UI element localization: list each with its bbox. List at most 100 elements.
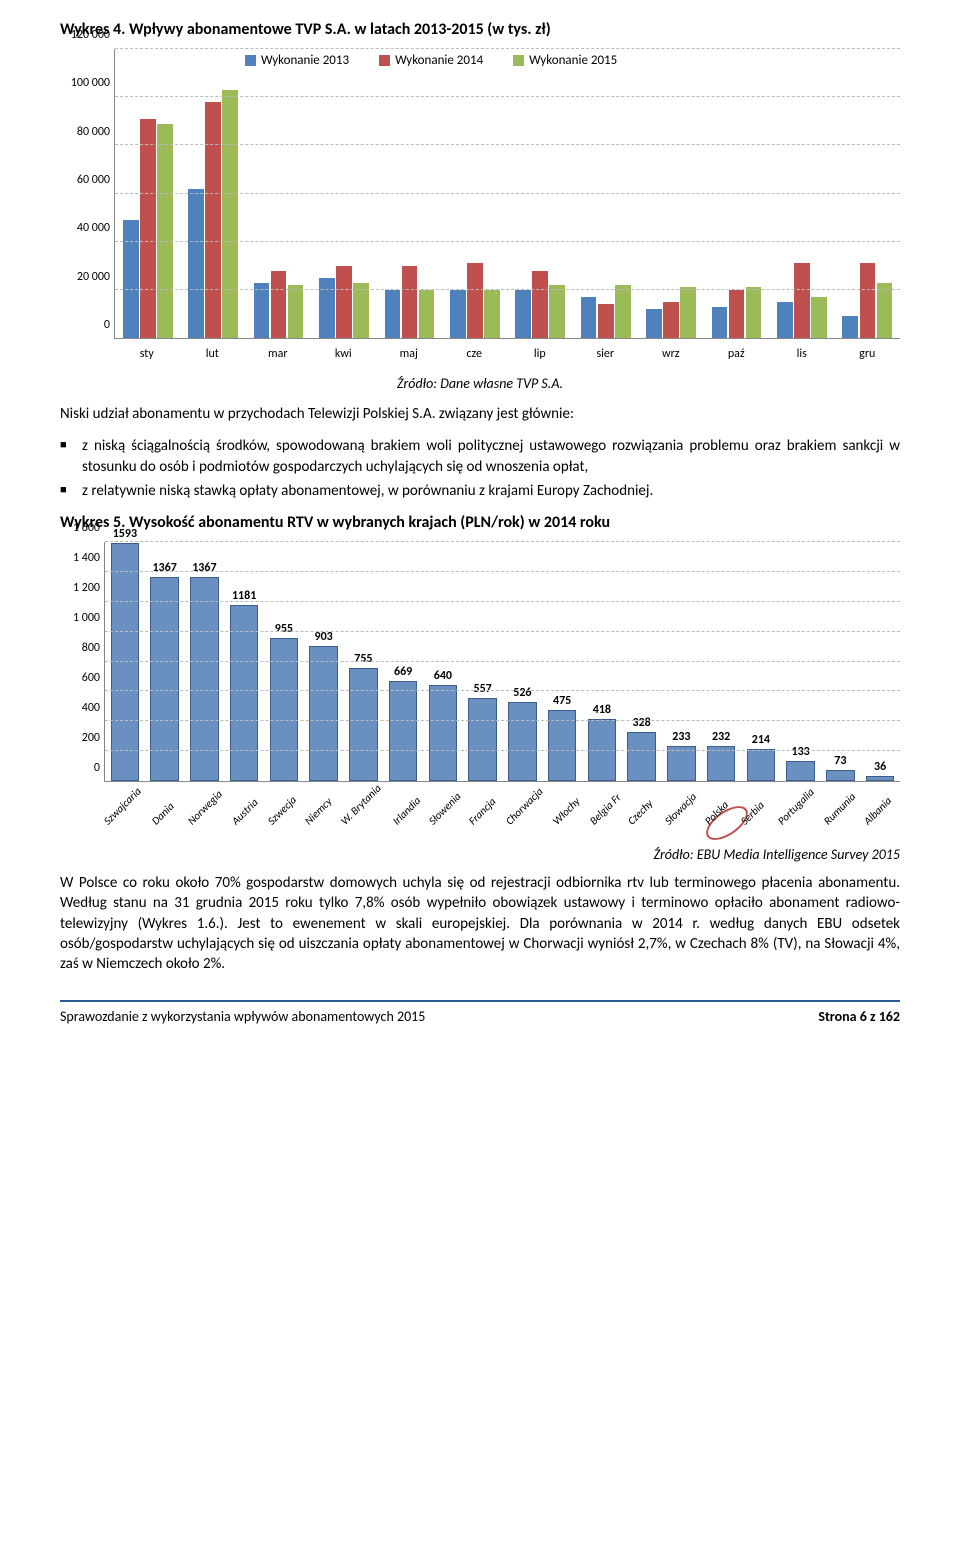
chart1-bars (115, 49, 900, 338)
bar (353, 283, 369, 338)
bar-value-label: 1593 (97, 527, 153, 541)
bullet-list: z niską ściągalnością środków, spowodowa… (60, 436, 900, 501)
bar (729, 290, 745, 338)
x-label: wrz (638, 347, 704, 361)
bar-group (115, 49, 180, 338)
bar (581, 297, 597, 338)
x-label: lis (769, 347, 835, 361)
bar (877, 283, 893, 338)
bar (746, 287, 762, 338)
bar (680, 287, 696, 338)
x-label: lip (507, 347, 573, 361)
y-tick: 20 000 (77, 270, 110, 284)
bar (515, 290, 531, 338)
bar (419, 290, 435, 338)
bar (712, 307, 728, 338)
gridline (115, 289, 900, 290)
page-footer: Sprawozdanie z wykorzystania wpływów abo… (60, 1000, 900, 1025)
chart2-x-axis: SzwajcariaDaniaNorwegiaAustriaSzwecjaNie… (104, 782, 900, 842)
bar (222, 90, 238, 338)
bar (615, 285, 631, 338)
chart2-y-axis: 02004006008001 0001 2001 4001 600 (60, 542, 104, 782)
bar-col: 669 (383, 542, 423, 781)
gridline (115, 96, 900, 97)
chart2-title: Wykres 5. Wysokość abonamentu RTV w wybr… (60, 513, 900, 532)
bar-col: 640 (423, 542, 463, 781)
gridline (105, 690, 900, 691)
bar (254, 283, 270, 338)
bar (549, 285, 565, 338)
x-label: gru (835, 347, 901, 361)
bar (385, 290, 401, 338)
bar-col: 1367 (145, 542, 185, 781)
gridline (105, 601, 900, 602)
chart1-source: Źródło: Dane własne TVP S.A. (60, 375, 900, 392)
bar (157, 124, 173, 338)
bar (866, 776, 895, 781)
bar (646, 309, 662, 338)
bar (450, 290, 466, 338)
chart1-plot: Wykonanie 2013Wykonanie 2014Wykonanie 20… (114, 49, 900, 339)
bar (747, 749, 776, 781)
bar-col: 955 (264, 542, 304, 781)
y-tick: 60 000 (77, 173, 110, 187)
x-label: sier (573, 347, 639, 361)
bar-col: 1181 (224, 542, 264, 781)
bar-group (180, 49, 245, 338)
y-tick: 1 400 (73, 551, 100, 565)
gridline (105, 720, 900, 721)
bar-col: 418 (582, 542, 622, 781)
chart1-x-axis: stylutmarkwimajczelipsierwrzpaźlisgru (114, 347, 900, 361)
y-tick: 800 (82, 641, 100, 655)
bar (309, 646, 338, 781)
chart1-title: Wykres 4. Wpływy abonamentowe TVP S.A. w… (60, 20, 900, 39)
bar-group (769, 49, 834, 338)
bar (140, 119, 156, 338)
y-tick: 0 (104, 318, 110, 332)
bar (319, 278, 335, 338)
bar (811, 297, 827, 338)
bar (111, 543, 140, 781)
bar (598, 304, 614, 338)
bar (707, 746, 736, 781)
list-item: z relatywnie niską stawką opłaty aboname… (60, 481, 900, 501)
bar-col: 557 (463, 542, 503, 781)
bar-group (508, 49, 573, 338)
y-tick: 600 (82, 671, 100, 685)
bar-col: 36 (860, 542, 900, 781)
bar-group (246, 49, 311, 338)
bar-col: 73 (821, 542, 861, 781)
chart1-y-axis: 020 00040 00060 00080 000100 000120 000 (60, 49, 114, 339)
bar-col: 755 (344, 542, 384, 781)
gridline (115, 193, 900, 194)
list-item: z niską ściągalnością środków, spowodowa… (60, 436, 900, 477)
bar-group (638, 49, 703, 338)
bar (188, 189, 204, 338)
gridline (115, 241, 900, 242)
bar (794, 263, 810, 338)
bar-group (704, 49, 769, 338)
bar (402, 266, 418, 338)
bar (627, 732, 656, 781)
x-label: lut (180, 347, 246, 361)
y-tick: 100 000 (71, 76, 110, 90)
gridline (105, 661, 900, 662)
bar (484, 290, 500, 338)
bar-col: 475 (542, 542, 582, 781)
x-label: paź (704, 347, 770, 361)
bar (288, 285, 304, 338)
bar (271, 271, 287, 338)
y-tick: 40 000 (77, 221, 110, 235)
bar (777, 302, 793, 338)
bar (532, 271, 548, 338)
y-tick: 1 600 (73, 521, 100, 535)
bar (786, 761, 815, 781)
bar-col: 1367 (185, 542, 225, 781)
gridline (115, 144, 900, 145)
bar-group (442, 49, 507, 338)
bar (467, 263, 483, 338)
bar-col: 133 (781, 542, 821, 781)
y-tick: 80 000 (77, 125, 110, 139)
bar-group (311, 49, 376, 338)
bar (205, 102, 221, 338)
